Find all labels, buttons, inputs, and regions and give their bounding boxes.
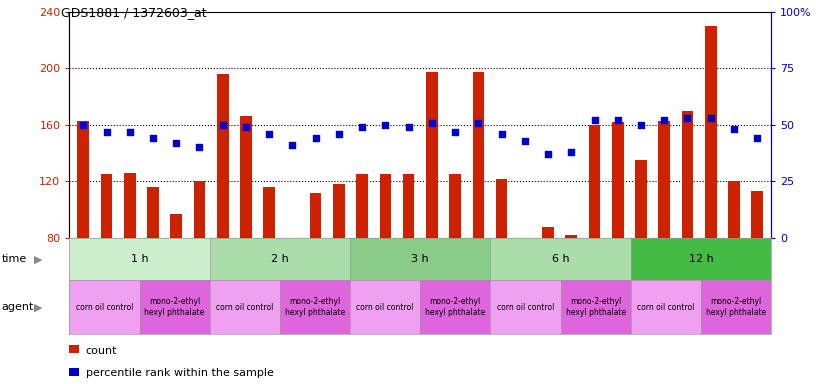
Point — [402, 124, 415, 130]
Bar — [426, 73, 437, 238]
Bar — [681, 111, 694, 238]
Point — [123, 129, 136, 135]
Bar — [147, 187, 159, 238]
Point — [635, 122, 648, 128]
Point — [147, 135, 160, 141]
Bar — [193, 181, 206, 238]
Point — [495, 131, 508, 137]
Bar — [333, 184, 344, 238]
Text: corn oil control: corn oil control — [216, 303, 273, 312]
Point — [356, 124, 369, 130]
Point — [704, 115, 717, 121]
Bar — [78, 121, 89, 238]
Point — [542, 151, 555, 157]
Text: 12 h: 12 h — [689, 254, 713, 264]
Bar — [450, 174, 461, 238]
Text: corn oil control: corn oil control — [637, 303, 694, 312]
Bar — [310, 193, 322, 238]
Bar — [635, 160, 647, 238]
Bar — [240, 116, 252, 238]
Bar — [124, 173, 135, 238]
Bar — [403, 174, 415, 238]
Point — [425, 119, 438, 126]
Point — [727, 126, 740, 132]
Bar — [286, 238, 298, 240]
Text: ▶: ▶ — [34, 302, 42, 312]
Point — [751, 135, 764, 141]
Text: count: count — [86, 346, 118, 356]
Point — [681, 115, 694, 121]
Point — [588, 117, 601, 123]
Bar — [612, 122, 623, 238]
Point — [332, 131, 345, 137]
Bar — [379, 174, 391, 238]
Text: GDS1881 / 1372603_at: GDS1881 / 1372603_at — [61, 6, 206, 19]
Bar — [705, 26, 716, 238]
Text: corn oil control: corn oil control — [357, 303, 414, 312]
Bar — [472, 73, 484, 238]
Bar — [565, 235, 577, 238]
Text: corn oil control: corn oil control — [76, 303, 133, 312]
Text: 2 h: 2 h — [271, 254, 289, 264]
Text: mono-2-ethyl
hexyl phthalate: mono-2-ethyl hexyl phthalate — [144, 298, 205, 317]
Point — [379, 122, 392, 128]
Text: percentile rank within the sample: percentile rank within the sample — [86, 368, 273, 378]
Bar — [543, 227, 554, 238]
Point — [216, 122, 229, 128]
Text: mono-2-ethyl
hexyl phthalate: mono-2-ethyl hexyl phthalate — [706, 298, 766, 317]
Point — [263, 131, 276, 137]
Point — [658, 117, 671, 123]
Point — [309, 135, 322, 141]
Text: corn oil control: corn oil control — [497, 303, 554, 312]
Bar — [217, 74, 228, 238]
Bar — [100, 174, 113, 238]
Text: 3 h: 3 h — [411, 254, 429, 264]
Bar — [752, 191, 763, 238]
Text: mono-2-ethyl
hexyl phthalate: mono-2-ethyl hexyl phthalate — [285, 298, 345, 317]
Text: 6 h: 6 h — [552, 254, 570, 264]
Point — [100, 129, 113, 135]
Point — [565, 149, 578, 155]
Bar — [588, 125, 601, 238]
Point — [170, 140, 183, 146]
Text: agent: agent — [2, 302, 34, 312]
Point — [239, 124, 252, 130]
Bar — [659, 121, 670, 238]
Text: 1 h: 1 h — [131, 254, 149, 264]
Bar — [264, 187, 275, 238]
Bar — [357, 174, 368, 238]
Bar — [728, 181, 740, 238]
Point — [518, 137, 531, 144]
Bar — [496, 179, 508, 238]
Point — [472, 119, 485, 126]
Text: mono-2-ethyl
hexyl phthalate: mono-2-ethyl hexyl phthalate — [565, 298, 626, 317]
Point — [449, 129, 462, 135]
Text: ▶: ▶ — [34, 254, 42, 264]
Point — [611, 117, 624, 123]
Point — [286, 142, 299, 148]
Point — [193, 144, 206, 151]
Text: mono-2-ethyl
hexyl phthalate: mono-2-ethyl hexyl phthalate — [425, 298, 486, 317]
Text: time: time — [2, 254, 27, 264]
Point — [77, 122, 90, 128]
Bar — [171, 214, 182, 238]
